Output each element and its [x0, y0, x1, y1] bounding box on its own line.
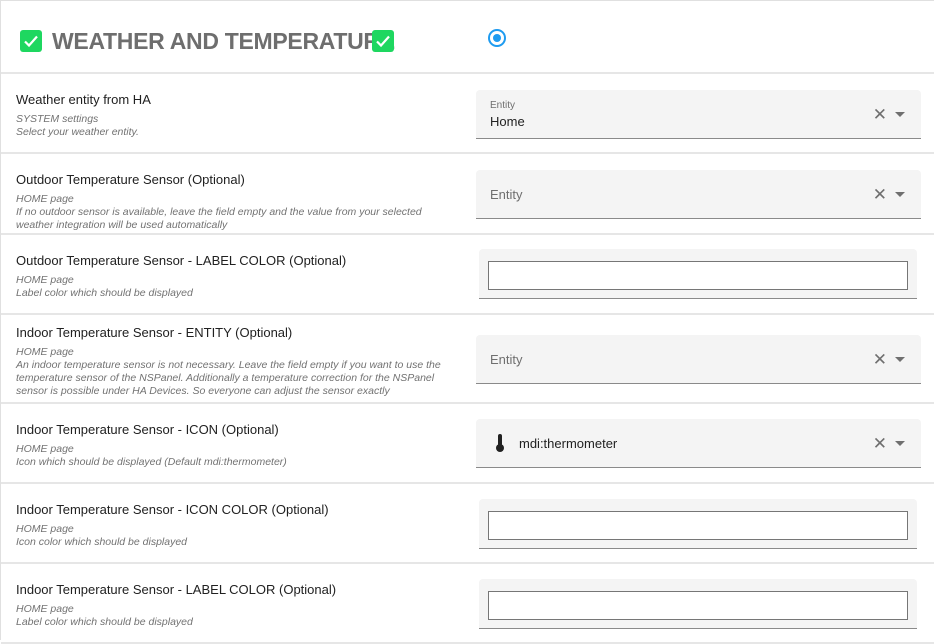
setting-row-indoor-icon: Indoor Temperature Sensor - ICON (Option…	[1, 404, 934, 484]
setting-row-weather-entity: Weather entity from HA SYSTEM settings Se…	[1, 74, 934, 154]
clear-icon[interactable]: ✕	[872, 434, 887, 453]
setting-title: Indoor Temperature Sensor - ICON (Option…	[16, 422, 279, 437]
dropdown-arrow-icon[interactable]	[895, 112, 905, 117]
dropdown-arrow-icon[interactable]	[895, 192, 905, 197]
setting-description: HOME page Label color which should be dis…	[16, 603, 193, 628]
clear-icon[interactable]: ✕	[872, 350, 887, 369]
indoor-icon-picker[interactable]: mdi:thermometer ✕	[476, 419, 921, 468]
setting-title: Weather entity from HA	[16, 92, 151, 107]
color-field	[479, 579, 917, 629]
field-placeholder: Entity	[490, 187, 523, 202]
outdoor-label-color-input[interactable]	[488, 261, 908, 290]
setting-title: Indoor Temperature Sensor - LABEL COLOR …	[16, 582, 337, 597]
setting-title: Outdoor Temperature Sensor - LABEL COLOR…	[16, 253, 347, 268]
field-label: Entity	[490, 100, 516, 111]
setting-description: HOME page If no outdoor sensor is availab…	[16, 193, 422, 231]
setting-description: HOME page An indoor temperature sensor is…	[16, 346, 441, 397]
section-header: WEATHER AND TEMPERATURE	[1, 1, 934, 74]
setting-description: HOME page Label color which should be dis…	[16, 274, 193, 299]
setting-description: HOME page Icon which should be displayed …	[16, 443, 287, 468]
weather-entity-picker[interactable]: Entity Home ✕	[476, 90, 921, 139]
setting-row-indoor-sensor: Indoor Temperature Sensor - ENTITY (Opti…	[1, 315, 934, 404]
outdoor-sensor-entity-picker[interactable]: Entity ✕	[476, 170, 921, 219]
dropdown-arrow-icon[interactable]	[895, 357, 905, 362]
indoor-label-color-input[interactable]	[488, 591, 908, 620]
dropdown-arrow-icon[interactable]	[895, 441, 905, 446]
check-icon	[372, 30, 394, 52]
indoor-icon-color-input[interactable]	[488, 511, 908, 540]
indoor-sensor-entity-picker[interactable]: Entity ✕	[476, 335, 921, 384]
setting-title: Indoor Temperature Sensor - ENTITY (Opti…	[16, 325, 293, 340]
section-radio-button[interactable]	[488, 29, 506, 47]
section-title: WEATHER AND TEMPERATURE	[52, 28, 395, 54]
field-placeholder: Entity	[490, 352, 523, 367]
color-field	[479, 249, 917, 299]
field-value: Home	[490, 114, 525, 129]
clear-icon[interactable]: ✕	[872, 185, 887, 204]
setting-row-indoor-icon-color: Indoor Temperature Sensor - ICON COLOR (…	[1, 484, 934, 564]
clear-icon[interactable]: ✕	[872, 105, 887, 124]
setting-row-outdoor-label-color: Outdoor Temperature Sensor - LABEL COLOR…	[1, 235, 934, 315]
setting-description: HOME page Icon color which should be disp…	[16, 523, 188, 548]
color-field	[479, 499, 917, 549]
setting-title: Outdoor Temperature Sensor (Optional)	[16, 172, 245, 187]
setting-row-indoor-label-color: Indoor Temperature Sensor - LABEL COLOR …	[1, 564, 934, 644]
setting-title: Indoor Temperature Sensor - ICON COLOR (…	[16, 502, 329, 517]
setting-row-outdoor-sensor: Outdoor Temperature Sensor (Optional) HO…	[1, 154, 934, 235]
setting-description: SYSTEM settings Select your weather entit…	[16, 113, 139, 138]
thermometer-icon	[496, 434, 504, 452]
field-value: mdi:thermometer	[519, 436, 618, 451]
check-icon	[20, 30, 42, 52]
